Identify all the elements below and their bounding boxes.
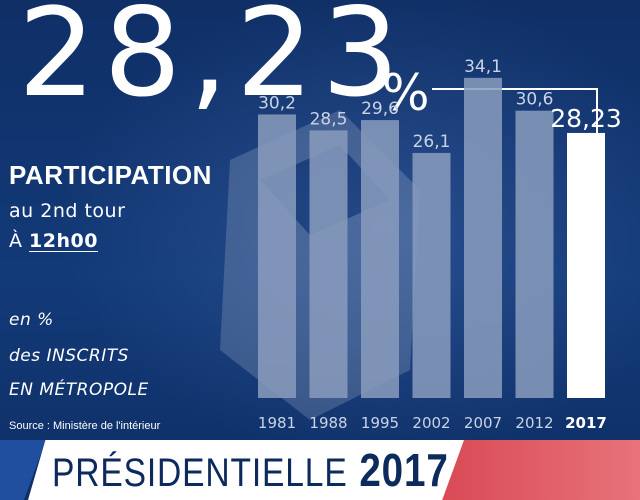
banner-right-stripe	[440, 440, 640, 500]
unit-line-1: en %	[9, 310, 54, 330]
category-label-1981: 1981	[258, 414, 296, 432]
category-label-2017: 2017	[565, 414, 607, 432]
title-banner: PRÉSIDENTIELLE 2017	[0, 440, 640, 500]
round-label: au 2nd tour	[9, 200, 126, 222]
bar-2012	[515, 110, 554, 398]
bar-1988	[309, 130, 348, 398]
time-line: À 12h00	[9, 230, 98, 252]
time-prefix: À	[9, 230, 23, 252]
value-label-1995: 29,6	[361, 99, 399, 119]
banner-title: PRÉSIDENTIELLE 2017	[52, 441, 449, 500]
banner-word: PRÉSIDENTIELLE	[52, 451, 348, 495]
value-label-2007: 34,1	[464, 57, 502, 77]
value-label-2017: 28,23	[550, 104, 622, 133]
category-label-2012: 2012	[515, 414, 553, 432]
source-note: Source : Ministère de l'intérieur	[9, 420, 161, 432]
callout-connector	[432, 88, 598, 160]
headline-value: 28,23	[18, 0, 408, 124]
value-label-1981: 30,2	[258, 93, 296, 113]
value-label-2002: 26,1	[413, 132, 451, 152]
bar-2007	[464, 77, 502, 398]
bar-2017	[567, 132, 605, 398]
time-value: 12h00	[29, 230, 98, 252]
banner-white-panel	[28, 440, 464, 500]
category-label-2007: 2007	[464, 414, 502, 432]
unit-line-2: des INSCRITS	[9, 346, 129, 366]
category-label-1988: 1988	[309, 414, 347, 432]
bar-1995	[361, 120, 399, 398]
category-label-2002: 2002	[412, 414, 450, 432]
value-label-2012: 30,6	[516, 90, 554, 110]
banner-year: 2017	[359, 444, 449, 496]
value-label-1988: 28,5	[310, 109, 348, 129]
unit-line-3: EN MÉTROPOLE	[9, 380, 149, 400]
bar-2002	[412, 152, 451, 398]
participation-label: PARTICIPATION	[9, 160, 212, 190]
bar-1981	[258, 114, 296, 398]
category-label-1995: 1995	[361, 414, 399, 432]
headline-unit: %	[382, 64, 430, 122]
